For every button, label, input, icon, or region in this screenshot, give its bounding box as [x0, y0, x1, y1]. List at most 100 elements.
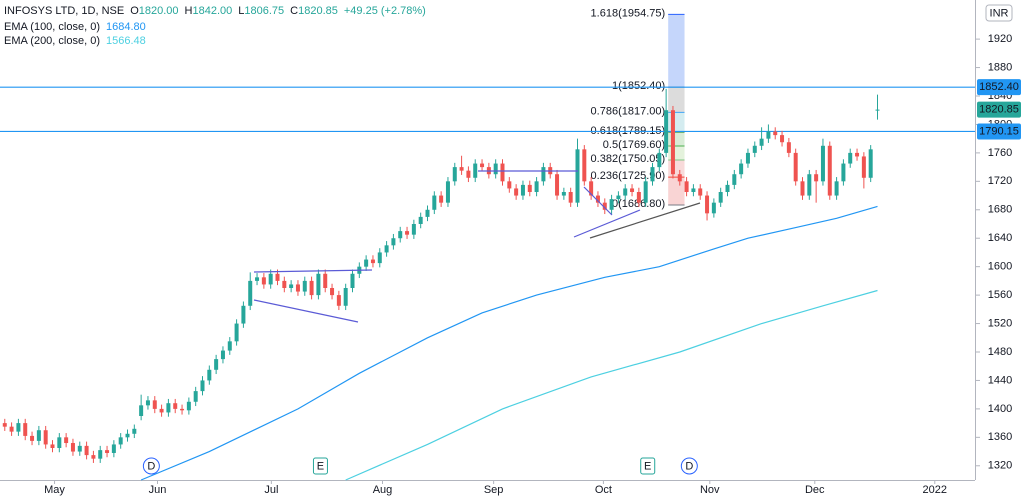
- candle-body: [786, 142, 791, 153]
- candle-body: [200, 380, 205, 392]
- candle-body: [855, 152, 860, 157]
- candle-body: [50, 444, 55, 448]
- candle-body: [636, 192, 641, 203]
- candle-body: [752, 145, 757, 153]
- x-tick-label: Dec: [805, 484, 825, 496]
- candle-body: [432, 195, 437, 210]
- y-tick-label: 1720: [988, 175, 1012, 187]
- candle-body: [398, 231, 403, 239]
- y-tick-label: 1920: [988, 33, 1012, 45]
- event-label: D: [685, 460, 693, 472]
- candle-body: [166, 403, 171, 413]
- x-tick-label: Aug: [373, 484, 393, 496]
- candle-body: [643, 181, 648, 203]
- fib-label: 0.5(1769.60): [603, 139, 665, 151]
- candle-body: [84, 445, 89, 456]
- candle-body: [609, 199, 614, 210]
- candle-body: [520, 184, 525, 196]
- candle-body: [589, 181, 594, 196]
- ohlc-item: 1820.00: [139, 5, 179, 17]
- candle-body: [370, 259, 375, 264]
- candle-body: [670, 110, 675, 175]
- candle-body: [98, 450, 103, 459]
- candle-body: [459, 167, 464, 171]
- legend-value: 1566.48: [106, 35, 146, 47]
- candle-body: [657, 152, 662, 168]
- fib-band: [668, 112, 685, 133]
- candle-body: [309, 280, 314, 296]
- candle-body: [302, 280, 307, 292]
- y-tick-label: 1880: [988, 61, 1012, 73]
- candle-body: [43, 430, 48, 445]
- fib-label: 1.618(1954.75): [591, 7, 666, 19]
- candle-body: [350, 273, 355, 288]
- candle-body: [411, 224, 416, 235]
- candle-body: [677, 174, 682, 182]
- ohlc-item: C: [290, 5, 298, 17]
- y-tick-label: 1640: [988, 232, 1012, 244]
- fib-band: [668, 14, 685, 88]
- chart-title: INFOSYS LTD, 1D, NSE: [4, 5, 124, 17]
- candle-body: [207, 369, 212, 381]
- event-label: D: [147, 460, 155, 472]
- candle-body: [745, 152, 750, 164]
- ema-line: [345, 289, 878, 481]
- candle-body: [861, 156, 866, 178]
- candle-body: [759, 138, 764, 146]
- candle-body: [323, 273, 328, 288]
- candle-body: [793, 152, 798, 182]
- candle-body: [255, 277, 260, 281]
- candle-body: [439, 195, 444, 203]
- candle-body: [57, 437, 62, 448]
- event-marker: [680, 457, 698, 475]
- fib-band: [668, 132, 685, 147]
- legend: INFOSYS LTD, 1D, NSE O1820.00 H1842.00 L180…: [4, 5, 426, 47]
- x-tick-label: May: [44, 484, 65, 496]
- candle-body: [698, 188, 703, 196]
- candle-body: [227, 341, 232, 351]
- y-tick-label: 1440: [988, 374, 1012, 386]
- candle-body: [139, 405, 144, 416]
- event-label: E: [317, 460, 324, 472]
- legend-name: EMA (100, close, 0): [4, 21, 100, 33]
- title-line: INFOSYS LTD, 1D, NSE O1820.00 H1842.00 L180…: [4, 5, 426, 17]
- candle-body: [452, 167, 457, 182]
- fib-label: 0.786(1817.00): [591, 105, 666, 117]
- candle-body: [425, 209, 430, 217]
- y-tick-label: 1520: [988, 317, 1012, 329]
- currency: INR: [990, 7, 1009, 19]
- candle-body: [718, 192, 723, 203]
- ohlc-item: H: [185, 5, 193, 17]
- candle-body: [77, 445, 82, 452]
- candle-body: [834, 181, 839, 196]
- ohlc-item: 1842.00: [193, 5, 233, 17]
- candle-body: [814, 174, 819, 182]
- candle-body: [602, 202, 607, 210]
- fib-band: [668, 159, 685, 178]
- candle-body: [418, 216, 423, 224]
- candle-body: [595, 195, 600, 203]
- candle-body: [616, 195, 621, 200]
- last-price-label: 1820.85: [979, 104, 1019, 116]
- price-tag: [977, 79, 1021, 96]
- candle-body: [295, 284, 300, 292]
- ohlc-item: L: [238, 5, 244, 17]
- candle-body: [711, 202, 716, 214]
- candle-body: [275, 273, 280, 281]
- legend-entry: EMA (200, close, 0) 1566.48: [4, 35, 146, 47]
- legend-entry: EMA (100, close, 0) 1684.80: [4, 21, 146, 33]
- candle-body: [841, 163, 846, 182]
- candle-body: [377, 252, 382, 264]
- price-tag: [977, 123, 1021, 140]
- event-marker: [640, 457, 656, 475]
- candle-body: [186, 401, 191, 411]
- fib-label: 1(1852.40): [612, 80, 665, 92]
- candle-body: [739, 163, 744, 175]
- candle-body: [766, 131, 771, 139]
- trendline: [573, 209, 641, 238]
- candle-body: [91, 455, 96, 459]
- candle-body: [773, 131, 778, 136]
- ohlc-item: 1820.85: [298, 5, 338, 17]
- last-price-tag: [977, 101, 1021, 118]
